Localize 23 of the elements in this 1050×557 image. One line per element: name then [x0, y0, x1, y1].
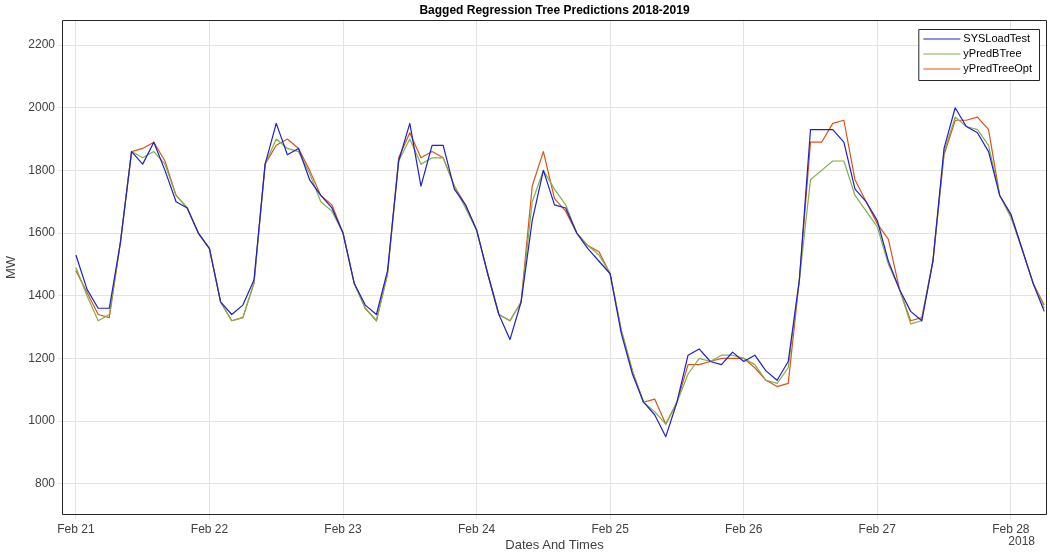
x-tick-label: Feb 24 — [457, 521, 496, 536]
y-tick-label: 2000 — [28, 100, 56, 115]
y-tick-label: 1400 — [28, 288, 56, 303]
x-tick-label: Feb 21 — [57, 521, 95, 536]
legend-label: yPredTreeOpt — [963, 62, 1033, 75]
x-tick-label: Feb 25 — [591, 521, 630, 536]
y-tick-label: 1200 — [28, 350, 56, 365]
x-tick-label: Feb 28 — [992, 521, 1030, 536]
y-tick-label: 1600 — [28, 225, 56, 240]
x-tick-label: Feb 22 — [190, 521, 229, 536]
legend-label: SYSLoadTest — [963, 32, 1030, 45]
y-tick-label: 800 — [34, 475, 56, 490]
text: 2018 — [1008, 534, 1036, 549]
x-tick-label: Feb 26 — [725, 521, 763, 536]
y-tick-label: 2200 — [28, 37, 56, 52]
x-tick-label: Feb 27 — [858, 521, 897, 536]
y-axis-title: MW — [3, 255, 19, 280]
x-axis-title: Dates And Times — [505, 536, 605, 552]
y-tick-label: 1000 — [28, 413, 56, 428]
legend-label: yPredBTree — [963, 47, 1022, 60]
y-tick-label: 1800 — [28, 162, 56, 177]
x-tick-label: Feb 23 — [324, 521, 363, 536]
chart-title: Bagged Regression Tree Predictions 2018-2019 — [419, 3, 690, 18]
